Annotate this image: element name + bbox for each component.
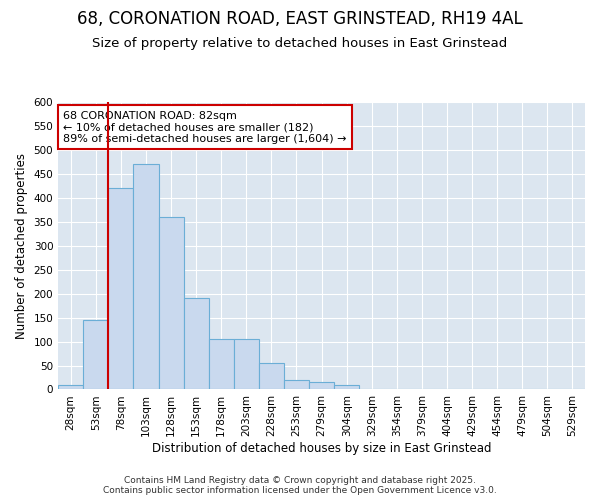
Text: Size of property relative to detached houses in East Grinstead: Size of property relative to detached ho… <box>92 38 508 51</box>
Bar <box>259 363 284 390</box>
Text: 68 CORONATION ROAD: 82sqm
← 10% of detached houses are smaller (182)
89% of semi: 68 CORONATION ROAD: 82sqm ← 10% of detac… <box>64 110 347 144</box>
Y-axis label: Number of detached properties: Number of detached properties <box>15 152 28 338</box>
Bar <box>184 298 209 390</box>
Bar <box>234 339 259 390</box>
Text: Contains HM Land Registry data © Crown copyright and database right 2025.
Contai: Contains HM Land Registry data © Crown c… <box>103 476 497 495</box>
Bar <box>158 217 184 390</box>
Bar <box>359 388 385 390</box>
Bar <box>109 188 133 390</box>
Bar <box>284 380 309 390</box>
Text: 68, CORONATION ROAD, EAST GRINSTEAD, RH19 4AL: 68, CORONATION ROAD, EAST GRINSTEAD, RH1… <box>77 10 523 28</box>
Bar <box>133 164 158 390</box>
X-axis label: Distribution of detached houses by size in East Grinstead: Distribution of detached houses by size … <box>152 442 491 455</box>
Bar <box>309 382 334 390</box>
Bar <box>83 320 109 390</box>
Bar <box>58 384 83 390</box>
Bar <box>334 384 359 390</box>
Bar <box>209 339 234 390</box>
